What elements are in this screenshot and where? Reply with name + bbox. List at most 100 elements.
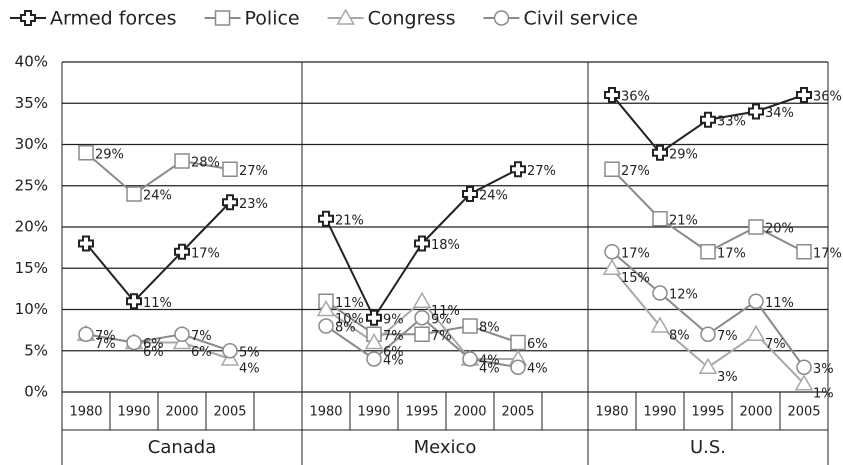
value-label: 27% — [239, 164, 268, 179]
value-label: 8% — [669, 329, 690, 344]
marker — [652, 285, 668, 301]
value-label: 4% — [383, 354, 404, 369]
marker — [366, 351, 382, 367]
x-tick-label: 2005 — [787, 405, 820, 420]
x-tick-label: 1990 — [117, 405, 150, 420]
value-label: 11% — [143, 296, 172, 311]
group-label: Canada — [148, 437, 217, 458]
value-label: 7% — [95, 337, 116, 352]
value-label: 36% — [621, 90, 650, 105]
y-tick-label: 35% — [15, 94, 48, 112]
value-label: 3% — [717, 370, 738, 385]
value-label: 6% — [191, 345, 212, 360]
marker — [602, 258, 622, 275]
series-line — [85, 333, 231, 352]
value-label: 23% — [239, 197, 268, 212]
value-label: 11% — [431, 304, 460, 319]
marker — [174, 243, 190, 260]
value-label: 33% — [717, 114, 746, 129]
marker — [510, 334, 526, 351]
value-label: 18% — [431, 238, 460, 253]
y-tick-label: 25% — [15, 176, 48, 194]
marker — [462, 186, 478, 202]
x-tick-label: 2005 — [213, 405, 246, 420]
value-label: 6% — [143, 337, 164, 352]
marker — [174, 153, 190, 169]
value-label: 4% — [479, 362, 500, 377]
series-line — [611, 168, 805, 253]
y-tick-label: 5% — [24, 341, 48, 359]
marker — [604, 161, 620, 177]
value-label: 17% — [813, 246, 842, 261]
value-label: 17% — [191, 246, 220, 261]
x-tick-label: 2005 — [501, 405, 534, 420]
series-line — [85, 201, 231, 303]
value-label: 4% — [239, 362, 260, 377]
marker — [462, 351, 478, 367]
x-tick-label: 1990 — [357, 405, 390, 420]
legend-label: Congress — [368, 8, 456, 30]
marker — [78, 235, 94, 252]
legend-label: Civil service — [524, 8, 638, 30]
x-tick-label: 1980 — [309, 405, 342, 420]
marker — [462, 318, 478, 334]
marker — [214, 10, 231, 26]
marker — [698, 357, 718, 374]
legend-label: Armed forces — [50, 8, 177, 30]
value-label: 7% — [95, 329, 116, 344]
marker — [364, 332, 384, 350]
marker — [796, 244, 812, 260]
value-label: 7% — [717, 329, 738, 344]
marker — [604, 87, 620, 103]
value-label: 11% — [765, 296, 794, 311]
value-label: 21% — [669, 213, 698, 228]
value-label: 4% — [479, 354, 500, 369]
value-label: 7% — [431, 329, 452, 344]
value-label: 9% — [383, 312, 404, 327]
series-line — [85, 151, 231, 196]
value-label: 15% — [621, 271, 650, 286]
marker — [650, 316, 670, 333]
value-label: 7% — [383, 329, 404, 344]
marker — [20, 10, 36, 26]
value-label: 6% — [143, 345, 164, 360]
marker — [652, 144, 668, 161]
value-label: 34% — [765, 106, 794, 121]
group-label: Mexico — [414, 437, 477, 458]
x-tick-label: 2000 — [739, 405, 772, 420]
marker — [126, 186, 142, 202]
value-label: 8% — [335, 321, 356, 336]
value-label: 4% — [527, 362, 548, 377]
value-label: 24% — [479, 189, 508, 204]
marker — [652, 211, 668, 227]
marker — [748, 219, 764, 235]
y-tick-label: 30% — [15, 135, 48, 153]
marker — [510, 161, 526, 178]
value-label: 27% — [621, 164, 650, 179]
y-tick-label: 15% — [15, 259, 48, 277]
marker — [78, 326, 94, 342]
x-tick-label: 2000 — [453, 405, 486, 420]
value-label: 7% — [191, 329, 212, 344]
value-label: 3% — [813, 362, 834, 377]
x-tick-label: 1980 — [69, 405, 102, 420]
marker — [746, 324, 766, 341]
marker — [316, 299, 336, 317]
marker — [78, 145, 94, 161]
value-label: 6% — [527, 337, 548, 352]
value-label: 1% — [813, 386, 834, 401]
value-label: 29% — [95, 147, 124, 162]
value-label: 17% — [621, 246, 650, 261]
marker — [748, 293, 764, 309]
marker — [493, 10, 510, 26]
value-label: 28% — [191, 156, 220, 171]
marker — [318, 318, 334, 334]
marker — [414, 310, 430, 326]
value-label: 9% — [431, 312, 452, 327]
marker — [366, 309, 382, 326]
value-label: 6% — [383, 345, 404, 360]
value-label: 5% — [239, 345, 260, 360]
marker — [412, 291, 432, 308]
marker — [794, 374, 814, 391]
